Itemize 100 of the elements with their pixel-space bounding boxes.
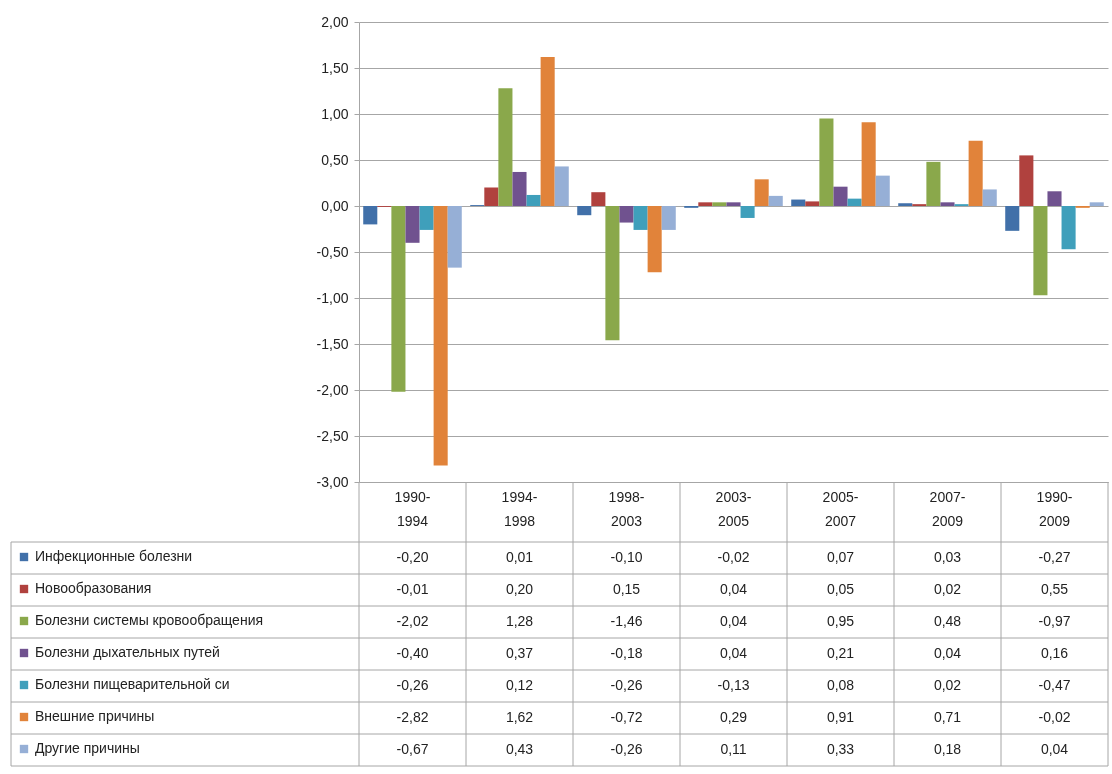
data-label: -0,97 bbox=[1038, 613, 1071, 629]
data-label: 0,11 bbox=[720, 741, 747, 757]
data-label: 0,04 bbox=[719, 645, 748, 661]
bar bbox=[847, 198, 862, 206]
data-label: -0,13 bbox=[717, 677, 750, 693]
bar bbox=[726, 202, 741, 206]
data-label: -0,10 bbox=[610, 549, 643, 565]
bar bbox=[698, 202, 713, 206]
bar bbox=[619, 206, 634, 223]
y-tick-label: -1,00 bbox=[316, 289, 349, 306]
data-label: -0,26 bbox=[396, 677, 429, 693]
bar bbox=[526, 194, 541, 206]
bar bbox=[647, 206, 662, 273]
bar bbox=[768, 195, 783, 206]
data-label: -1,46 bbox=[610, 613, 643, 629]
bar bbox=[554, 166, 569, 206]
data-label: 0,43 bbox=[505, 741, 534, 757]
bar bbox=[1047, 191, 1062, 206]
data-label: 0,07 bbox=[826, 549, 855, 565]
data-label: -0,01 bbox=[396, 581, 429, 597]
bar bbox=[633, 206, 648, 230]
data-label: 0,95 bbox=[826, 613, 855, 629]
data-label: -0,67 bbox=[396, 741, 429, 757]
bar bbox=[1005, 206, 1020, 231]
data-label: 0,48 bbox=[933, 613, 962, 629]
bar bbox=[898, 203, 913, 206]
data-label: 0,29 bbox=[719, 709, 748, 725]
bar bbox=[968, 140, 983, 206]
x-tick-label: 1990-2009 bbox=[1036, 488, 1073, 529]
data-label: -2,82 bbox=[396, 709, 429, 725]
x-tick-label: 2007-2009 bbox=[929, 488, 966, 529]
y-tick-label: -3,00 bbox=[316, 473, 349, 490]
bar bbox=[791, 199, 806, 206]
bar bbox=[712, 202, 727, 206]
data-label: 0,04 bbox=[933, 645, 962, 661]
legend-label: Новообразования bbox=[35, 580, 152, 596]
bar bbox=[1061, 206, 1076, 250]
data-label: 0,08 bbox=[826, 677, 855, 693]
y-tick-label: 2,00 bbox=[321, 13, 349, 30]
data-label: 0,33 bbox=[826, 741, 855, 757]
data-label: -2,02 bbox=[396, 613, 429, 629]
data-label: 0,18 bbox=[933, 741, 962, 757]
data-label: 0,15 bbox=[612, 581, 641, 597]
x-tick-label: 1990-1994 bbox=[394, 488, 431, 529]
data-label: 0,55 bbox=[1040, 581, 1069, 597]
data-label: 0,04 bbox=[1040, 741, 1069, 757]
y-tick-label: 1,50 bbox=[321, 59, 349, 76]
bar bbox=[1089, 202, 1104, 206]
legend-label: Другие причины bbox=[35, 740, 140, 756]
data-label: -0,02 bbox=[717, 549, 750, 565]
bar bbox=[605, 206, 620, 341]
data-label: -0,26 bbox=[610, 677, 643, 693]
y-tick-label: -0,50 bbox=[316, 243, 349, 260]
data-label: 0,37 bbox=[505, 645, 534, 661]
data-label: 0,21 bbox=[826, 645, 855, 661]
bar bbox=[940, 202, 955, 206]
y-tick-label: 0,50 bbox=[321, 151, 349, 168]
data-label: 0,03 bbox=[933, 549, 962, 565]
data-label: 0,04 bbox=[719, 581, 748, 597]
bar bbox=[754, 179, 769, 206]
data-label: -0,40 bbox=[396, 645, 429, 661]
bar bbox=[577, 206, 592, 216]
bar bbox=[661, 206, 676, 230]
data-label: 1,62 bbox=[505, 709, 534, 725]
data-label: -0,20 bbox=[396, 549, 429, 565]
data-label: -0,26 bbox=[610, 741, 643, 757]
data-label: 0,02 bbox=[933, 581, 962, 597]
bar bbox=[447, 206, 462, 268]
y-tick-label: -2,00 bbox=[316, 381, 349, 398]
bar bbox=[833, 186, 848, 206]
data-label: 0,02 bbox=[933, 677, 962, 693]
y-tick-label: 1,00 bbox=[321, 105, 349, 122]
bar bbox=[363, 206, 378, 225]
data-label: 0,01 bbox=[505, 549, 534, 565]
data-label: 0,91 bbox=[826, 709, 855, 725]
data-label: -0,27 bbox=[1038, 549, 1071, 565]
data-label: 0,16 bbox=[1040, 645, 1069, 661]
bar bbox=[433, 206, 448, 466]
data-label: 1,28 bbox=[505, 613, 534, 629]
data-label: 0,71 bbox=[933, 709, 962, 725]
bar bbox=[498, 88, 513, 206]
y-tick-label: 0,00 bbox=[321, 197, 349, 214]
bar bbox=[926, 161, 941, 206]
data-label: 0,12 bbox=[505, 677, 534, 693]
legend-label: Болезни системы кровообращения bbox=[35, 612, 264, 628]
bar bbox=[405, 206, 420, 243]
bar bbox=[1019, 155, 1034, 206]
x-tick-label: 1994-1998 bbox=[501, 488, 538, 529]
bar bbox=[1033, 206, 1048, 296]
legend-label: Болезни дыхательных путей bbox=[35, 644, 220, 660]
bar bbox=[982, 189, 997, 206]
x-tick-label: 2005-2007 bbox=[822, 488, 859, 529]
bar bbox=[591, 192, 606, 206]
bar bbox=[391, 206, 406, 392]
bar bbox=[819, 118, 834, 206]
y-tick-label: -1,50 bbox=[316, 335, 349, 352]
data-label: -0,47 bbox=[1038, 677, 1071, 693]
bar bbox=[875, 175, 890, 206]
legend-label: Инфекционные болезни bbox=[35, 548, 193, 564]
data-label: 0,05 bbox=[826, 581, 855, 597]
